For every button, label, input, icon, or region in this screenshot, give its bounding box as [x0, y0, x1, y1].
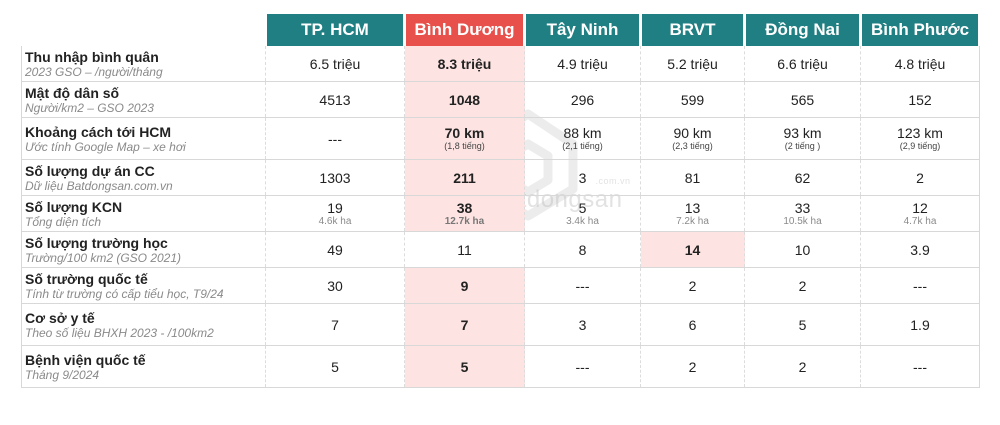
table-cell: ---	[265, 117, 405, 160]
table-cell: 8	[524, 231, 641, 268]
table-cell: ---	[524, 345, 641, 388]
table-cell: 11	[404, 231, 525, 268]
table-cell: 1303	[265, 159, 405, 196]
row-label: Cơ sở y tế Theo số liệu BHXH 2023 - /100…	[21, 303, 266, 346]
table-cell: 6.6 triệu	[744, 46, 861, 82]
header-blank	[20, 14, 267, 46]
row-subtitle: 2023 GSO – /người/tháng	[25, 64, 163, 79]
header-row: TP. HCM Bình Dương Tây Ninh BRVT Đồng Na…	[20, 14, 981, 46]
table-cell-highlight: 38 12.7k ha	[404, 195, 525, 232]
table-cell: 6.5 triệu	[265, 46, 405, 82]
row-subtitle: Tính từ trường có cấp tiểu học, T9/24	[25, 286, 224, 301]
table-cell: 2	[640, 267, 745, 304]
table-cell: 5	[265, 345, 405, 388]
header-tay-ninh: Tây Ninh	[523, 14, 642, 46]
table-row: Thu nhập bình quân 2023 GSO – /người/thá…	[21, 46, 980, 82]
table-cell: 5	[744, 303, 861, 346]
table-cell-highlight: 9	[404, 267, 525, 304]
table-cell: 93 km (2 tiếng )	[744, 117, 861, 160]
table-cell: 4.8 triệu	[860, 46, 980, 82]
row-title: Cơ sở y tế	[25, 309, 95, 326]
table-row: Số lượng dự án CC Dữ liệu Batdongsan.com…	[21, 159, 980, 196]
table-cell: 123 km (2,9 tiếng)	[860, 117, 980, 160]
row-title: Số lượng trường học	[25, 234, 168, 251]
row-label: Thu nhập bình quân 2023 GSO – /người/thá…	[21, 46, 266, 82]
row-label: Số lượng KCN Tổng diện tích	[21, 195, 266, 232]
row-title: Bệnh viện quốc tế	[25, 351, 146, 368]
comparison-table: TP. HCM Bình Dương Tây Ninh BRVT Đồng Na…	[20, 14, 981, 388]
table-cell: 3.9	[860, 231, 980, 268]
row-label: Số lượng trường học Trường/100 km2 (GSO …	[21, 231, 266, 268]
table-cell: 5.2 triệu	[640, 46, 745, 82]
row-label: Bệnh viện quốc tế Tháng 9/2024	[21, 345, 266, 388]
table-cell: 1.9	[860, 303, 980, 346]
header-binh-duong: Bình Dương	[403, 14, 526, 46]
table-cell: 19 4.6k ha	[265, 195, 405, 232]
table-cell: 4.9 triệu	[524, 46, 641, 82]
table-cell: 565	[744, 81, 861, 118]
table-cell: 2	[744, 267, 861, 304]
header-brvt: BRVT	[639, 14, 746, 46]
table-cell: 90 km (2,3 tiếng)	[640, 117, 745, 160]
row-subtitle: Theo số liệu BHXH 2023 - /100km2	[25, 325, 214, 340]
table-cell-highlight: 70 km (1,8 tiếng)	[404, 117, 525, 160]
table-cell: 2	[860, 159, 980, 196]
table-cell: 599	[640, 81, 745, 118]
table-cell: 30	[265, 267, 405, 304]
table-cell: 13 7.2k ha	[640, 195, 745, 232]
row-subtitle: Người/km2 – GSO 2023	[25, 100, 154, 115]
table-cell-highlight: 5	[404, 345, 525, 388]
table-cell: ---	[524, 267, 641, 304]
row-title: Số trường quốc tế	[25, 270, 148, 287]
table-cell-highlight: 7	[404, 303, 525, 346]
table-cell: 33 10.5k ha	[744, 195, 861, 232]
table-row: Số lượng trường học Trường/100 km2 (GSO …	[21, 231, 980, 268]
table-cell: 12 4.7k ha	[860, 195, 980, 232]
table-cell-highlight: 211	[404, 159, 525, 196]
header-dong-nai: Đồng Nai	[743, 14, 862, 46]
table-cell: 296	[524, 81, 641, 118]
row-title: Số lượng KCN	[25, 198, 123, 215]
row-title: Khoảng cách tới HCM	[25, 123, 172, 140]
header-tp-hcm: TP. HCM	[264, 14, 406, 46]
table-cell: 3	[524, 303, 641, 346]
table-cell: 6	[640, 303, 745, 346]
table-cell: ---	[860, 345, 980, 388]
table-cell: 49	[265, 231, 405, 268]
row-subtitle: Tổng diện tích	[25, 214, 102, 229]
row-label: Số lượng dự án CC Dữ liệu Batdongsan.com…	[21, 159, 266, 196]
table-row: Cơ sở y tế Theo số liệu BHXH 2023 - /100…	[21, 303, 980, 346]
table-cell: 81	[640, 159, 745, 196]
table-cell: 4513	[265, 81, 405, 118]
table-row: Mật độ dân số Người/km2 – GSO 2023 4513 …	[21, 81, 980, 118]
row-title: Thu nhập bình quân	[25, 48, 159, 65]
table-cell: 2	[744, 345, 861, 388]
table-cell: 5 3.4k ha	[524, 195, 641, 232]
row-subtitle: Tháng 9/2024	[25, 367, 100, 382]
row-subtitle: Dữ liệu Batdongsan.com.vn	[25, 178, 173, 193]
row-label: Số trường quốc tế Tính từ trường có cấp …	[21, 267, 266, 304]
row-title: Số lượng dự án CC	[25, 162, 155, 179]
table-cell: 88 km (2,1 tiếng)	[524, 117, 641, 160]
row-label: Khoảng cách tới HCM Ước tính Google Map …	[21, 117, 266, 160]
table-cell: 62	[744, 159, 861, 196]
table-cell: 7	[265, 303, 405, 346]
table-row: Số trường quốc tế Tính từ trường có cấp …	[21, 267, 980, 304]
table-cell-highlight: 14	[640, 231, 745, 268]
table-cell-highlight: 1048	[404, 81, 525, 118]
table-row: Khoảng cách tới HCM Ước tính Google Map …	[21, 117, 980, 160]
table-cell-highlight: 8.3 triệu	[404, 46, 525, 82]
row-label: Mật độ dân số Người/km2 – GSO 2023	[21, 81, 266, 118]
table-cell: 152	[860, 81, 980, 118]
table-row: Bệnh viện quốc tế Tháng 9/2024 5 5 --- 2…	[21, 345, 980, 388]
row-subtitle: Ước tính Google Map – xe hơi	[25, 139, 186, 154]
table-cell: 2	[640, 345, 745, 388]
table-cell: ---	[860, 267, 980, 304]
table-cell: 3	[524, 159, 641, 196]
header-binh-phuoc: Bình Phước	[859, 14, 981, 46]
row-title: Mật độ dân số	[25, 84, 120, 101]
row-subtitle: Trường/100 km2 (GSO 2021)	[25, 250, 182, 265]
table-cell: 10	[744, 231, 861, 268]
table-row: Số lượng KCN Tổng diện tích 19 4.6k ha 38…	[21, 195, 980, 232]
